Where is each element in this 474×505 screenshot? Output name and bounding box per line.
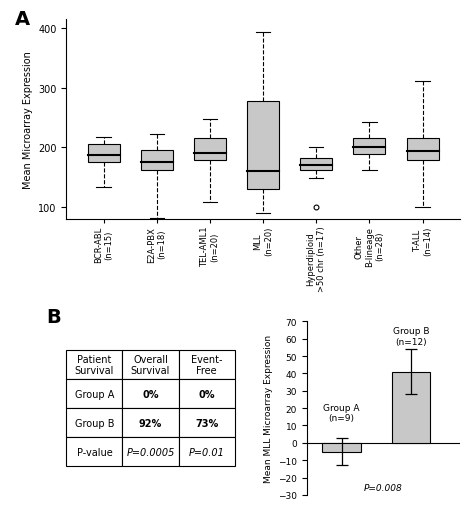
Bar bbox=[322, 443, 361, 451]
Bar bbox=[392, 372, 430, 443]
Y-axis label: Mean MLL Microarray Expression: Mean MLL Microarray Expression bbox=[264, 334, 273, 482]
Bar bbox=[247, 102, 279, 189]
Bar bbox=[407, 139, 438, 161]
Text: Group B
(n=12): Group B (n=12) bbox=[393, 327, 429, 346]
Bar bbox=[88, 145, 119, 163]
Bar bbox=[141, 150, 173, 171]
Text: B: B bbox=[46, 308, 61, 327]
Bar bbox=[194, 139, 226, 161]
Text: P=0.008: P=0.008 bbox=[364, 483, 403, 492]
Bar bbox=[354, 139, 385, 155]
Text: A: A bbox=[15, 10, 30, 29]
Y-axis label: Mean Microarray Expression: Mean Microarray Expression bbox=[23, 51, 33, 188]
Text: Group A
(n=9): Group A (n=9) bbox=[323, 403, 360, 422]
Bar bbox=[301, 159, 332, 171]
